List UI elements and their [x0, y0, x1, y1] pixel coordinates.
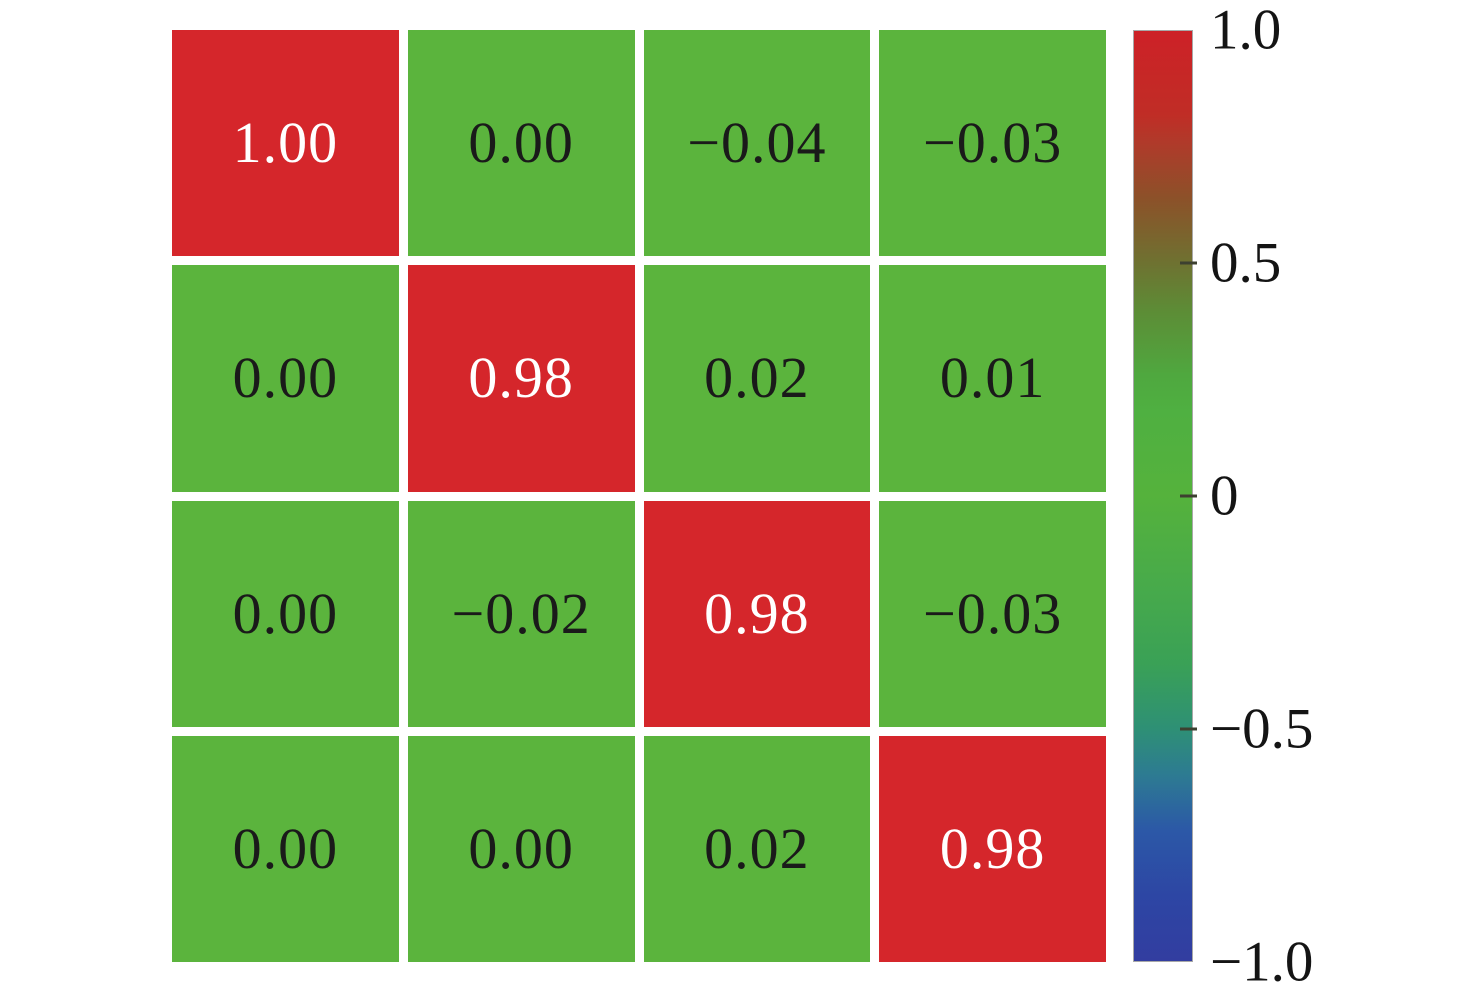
colorbar-tick-label--0.5: −0.5: [1210, 697, 1314, 761]
cell-value: 0.00: [468, 110, 574, 176]
heatmap-cell-r2-c3: 0.02: [643, 265, 871, 492]
heatmap-cell-r4-c2: 0.00: [407, 735, 635, 962]
colorbar-tick-mark: [1180, 261, 1197, 265]
heatmap-cell-r1-c1: 1.00: [172, 30, 399, 257]
heatmap-cell-r3-c2: −0.02: [407, 500, 635, 727]
heatmap-cell-r2-c4: 0.01: [879, 265, 1106, 492]
cell-value: 1.00: [232, 110, 339, 176]
heatmap-cell-r1-c2: 0.00: [407, 30, 635, 257]
heatmap-cell-r1-c3: −0.04: [643, 30, 871, 257]
heatmap-cell-r3-c4: −0.03: [879, 500, 1106, 727]
heatmap-cell-r4-c3: 0.02: [643, 735, 871, 962]
cell-value: −0.03: [923, 580, 1063, 646]
colorbar-tick-mark: [1180, 494, 1197, 498]
heatmap-cell-r4-c4: 0.98: [879, 735, 1106, 962]
colorbar-tick-label--1.0: −1.0: [1210, 930, 1314, 994]
correlation-matrix: 1.00 0.00 −0.04 −0.03 0.00 0.98 0.02 0.0…: [172, 30, 1106, 962]
cell-value: −0.03: [923, 110, 1063, 176]
heatmap-cell-r1-c4: −0.03: [879, 30, 1106, 257]
colorbar-tick-mark: [1180, 727, 1197, 731]
cell-value: −0.04: [687, 110, 827, 176]
cell-value: 0.00: [232, 815, 339, 881]
heatmap-cell-r2-c2: 0.98: [407, 265, 635, 492]
cell-value: 0.00: [232, 580, 339, 646]
cell-value: 0.98: [939, 815, 1046, 881]
heatmap-cell-r2-c1: 0.00: [172, 265, 399, 492]
colorbar-tick-label-0.5: 0.5: [1210, 231, 1282, 295]
heatmap-cell-r4-c1: 0.00: [172, 735, 399, 962]
cell-value: 0.02: [704, 815, 810, 881]
heatmap-cell-r3-c1: 0.00: [172, 500, 399, 727]
heatmap-cell-r3-c3: 0.98: [643, 500, 871, 727]
colorbar-tick-label-1.0: 1.0: [1210, 0, 1282, 62]
cell-value: 0.00: [468, 815, 574, 881]
cell-value: 0.01: [939, 345, 1046, 411]
cell-value: 0.02: [704, 345, 810, 411]
colorbar-tick-label-0: 0: [1210, 464, 1239, 528]
cell-value: 0.98: [704, 580, 810, 646]
cell-value: 0.98: [468, 345, 574, 411]
cell-value: 0.00: [232, 345, 339, 411]
cell-value: −0.02: [451, 580, 591, 646]
